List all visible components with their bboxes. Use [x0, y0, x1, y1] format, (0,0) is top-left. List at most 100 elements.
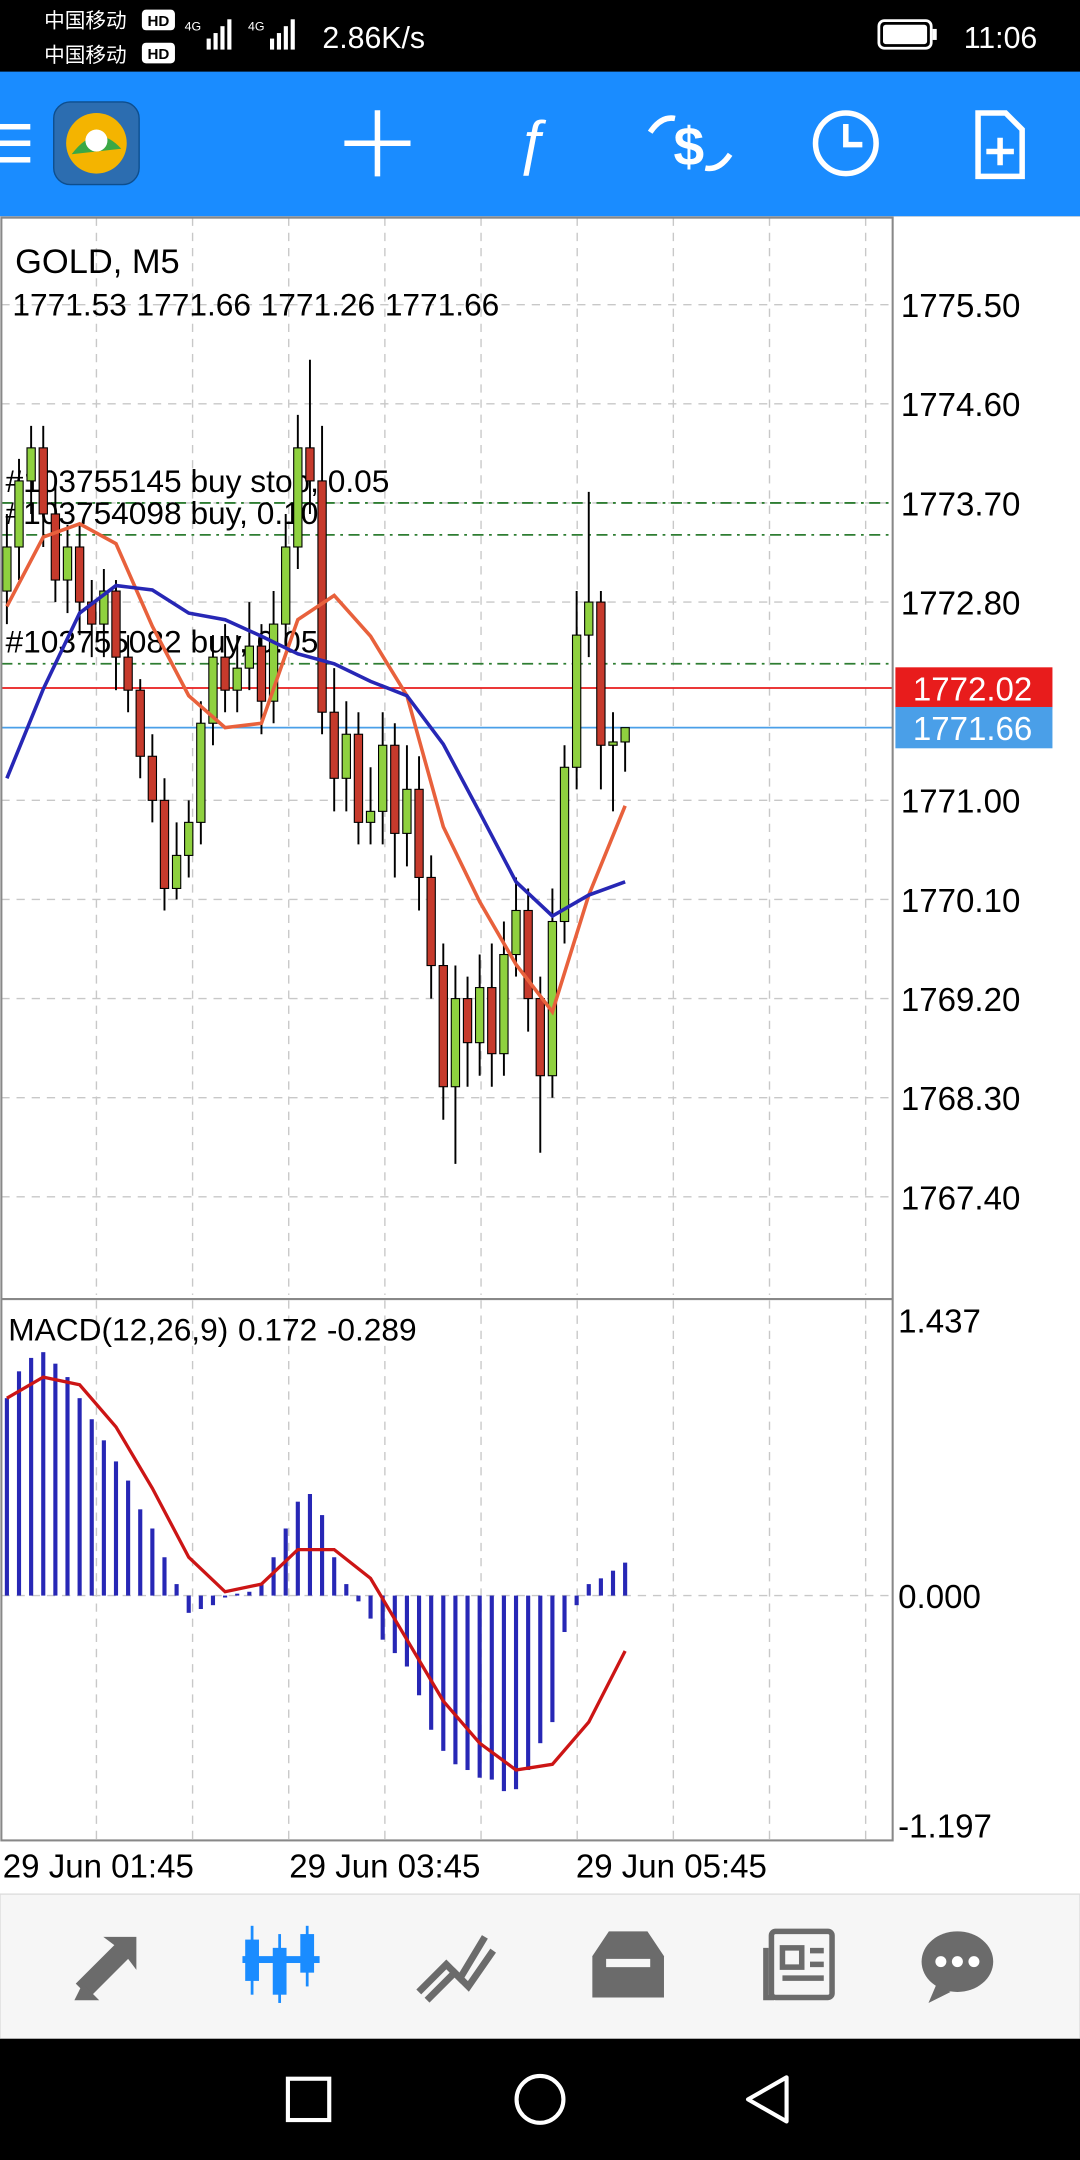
candle-body: [462, 998, 473, 1044]
ohlc-readout: 1771.53 1771.66 1771.26 1771.66: [12, 286, 499, 322]
histogram-bar: [538, 1595, 543, 1744]
histogram-bar: [223, 1595, 228, 1598]
histogram-bar: [210, 1595, 216, 1606]
recents-button[interactable]: [285, 2076, 332, 2123]
hd-text: HD: [147, 46, 169, 63]
menu-button[interactable]: [0, 123, 31, 163]
histogram-bar: [89, 1419, 94, 1596]
histogram-bar: [356, 1595, 361, 1602]
candle-body: [535, 998, 545, 1077]
candle-body: [26, 447, 36, 482]
home-button[interactable]: [514, 2073, 566, 2125]
candle-body: [184, 821, 194, 856]
candle-body: [317, 480, 327, 713]
candle-body: [571, 634, 582, 768]
candle-body: [511, 909, 521, 956]
histogram-bar: [550, 1595, 555, 1723]
candle-body: [487, 987, 497, 1055]
candle-body: [390, 744, 400, 834]
histogram-bar: [162, 1557, 167, 1596]
trade-tab[interactable]: [416, 1935, 496, 2003]
x-tick-label: 29 Jun 03:45: [289, 1849, 480, 1886]
candle-body: [608, 741, 618, 746]
candle-body: [293, 447, 303, 548]
messages-tab[interactable]: [921, 1931, 994, 2003]
candle-body: [50, 513, 61, 581]
candle-body: [135, 689, 145, 757]
candle-body: [171, 854, 182, 890]
history-button[interactable]: [812, 110, 879, 177]
histogram-bar: [198, 1595, 203, 1610]
candle-body: [196, 722, 206, 823]
battery-icon: [877, 19, 937, 50]
histogram-bar: [65, 1377, 70, 1596]
histogram-bar: [235, 1593, 240, 1596]
y-tick-label: 1.437: [898, 1304, 981, 1341]
price-tag-label: 1771.66: [913, 711, 1032, 748]
clock: 11:06: [964, 22, 1038, 55]
histogram-bar: [138, 1509, 143, 1596]
signal-value: -0.289: [327, 1311, 417, 1347]
histogram-bar: [610, 1570, 616, 1596]
candle-body: [377, 744, 388, 812]
histogram-bar: [380, 1595, 385, 1640]
y-tick-label: 1768.30: [901, 1081, 1020, 1118]
news-tab[interactable]: [763, 1928, 835, 2001]
signal-line: [6, 1375, 627, 1772]
hd-badge: [141, 42, 175, 64]
chart-frame: [0, 216, 894, 1842]
y-tick-label: -1.197: [898, 1808, 992, 1845]
candle-body: [414, 788, 424, 878]
candle-body: [620, 727, 630, 743]
back-button[interactable]: [745, 2075, 789, 2124]
candle-body: [474, 987, 485, 1044]
candle-body: [147, 755, 158, 801]
histogram-bar: [41, 1352, 46, 1596]
histogram-bar: [526, 1595, 531, 1771]
candle-body: [244, 645, 255, 669]
new-order-button[interactable]: [975, 110, 1025, 180]
system-nav: [0, 2038, 1080, 2160]
y-tick-label: 1774.60: [901, 387, 1020, 424]
candle-body: [341, 733, 351, 779]
close-value: 1771.66: [385, 286, 499, 322]
y-tick-label: 1767.40: [901, 1180, 1020, 1217]
trade-button[interactable]: $: [647, 115, 733, 177]
indicators-button[interactable]: ƒ: [515, 108, 549, 177]
app-logo[interactable]: [53, 101, 140, 186]
low-value: 1771.26: [261, 286, 376, 322]
moving-average: [5, 521, 627, 1016]
quotes-tab[interactable]: [74, 1936, 137, 2001]
hd-text: HD: [147, 13, 169, 30]
macd-title: MACD(12,26,9): [8, 1311, 228, 1347]
price-tag-label: 1772.02: [913, 671, 1032, 708]
candle-body: [74, 546, 85, 603]
histogram-bar: [101, 1440, 106, 1596]
macd-value: 0.172: [238, 1311, 317, 1347]
candle-body: [2, 546, 12, 592]
histogram-bar: [513, 1595, 519, 1790]
y-tick-label: 1775.50: [901, 288, 1020, 325]
candle-body: [584, 601, 594, 636]
candle-body: [329, 711, 339, 779]
x-tick-label: 29 Jun 01:45: [3, 1849, 194, 1886]
histogram-bar: [307, 1494, 313, 1596]
y-tick-label: 0.000: [898, 1579, 981, 1616]
candle-body: [305, 447, 315, 482]
hd-badge: [141, 9, 175, 31]
candle-body: [123, 656, 133, 691]
histogram-bar: [4, 1398, 9, 1596]
candle-body: [499, 953, 509, 1055]
histogram-bar: [271, 1557, 276, 1596]
carrier: 中国移动: [44, 44, 127, 67]
histogram-bar: [465, 1595, 470, 1771]
chart-tab[interactable]: [242, 1925, 320, 2003]
history-tab[interactable]: [592, 1931, 664, 1998]
histogram-bar: [174, 1584, 179, 1596]
crosshair-button[interactable]: [344, 110, 411, 177]
price-tag: [895, 706, 1053, 749]
histogram-bar: [598, 1578, 603, 1596]
candle-body: [559, 766, 570, 923]
histogram-bar: [29, 1357, 34, 1596]
